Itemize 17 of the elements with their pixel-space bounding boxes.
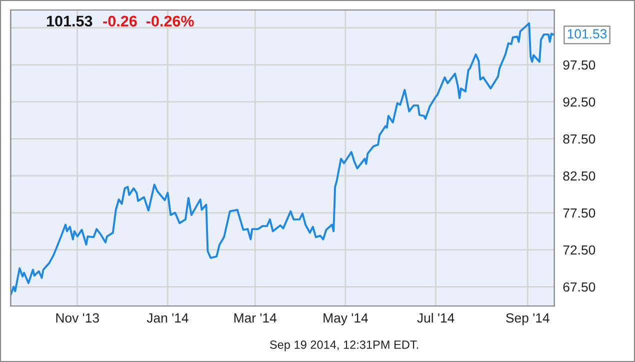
x-tick-label: Sep '14 (506, 313, 550, 326)
x-tick-label: Nov '13 (56, 313, 99, 323)
y-tick-label: 82.50 (563, 171, 596, 181)
x-tick-label: Mar '14 (234, 313, 277, 323)
x-tick-label: May '14 (324, 313, 368, 326)
y-tick-label: 97.50 (563, 60, 596, 70)
y-tick-label: 87.50 (563, 134, 596, 144)
y-tick-label: 77.50 (563, 208, 596, 218)
x-tick-label: Jan '14 (146, 313, 188, 323)
annotation: 101.53 (568, 29, 607, 38)
y-tick-label: 72.50 (563, 245, 596, 255)
text: Sep 19 2014, 12:31PM EDT. (270, 340, 418, 352)
chart-subtitle: -0.26 -0.26% (103, 16, 194, 27)
chart-title: 101.53 (46, 16, 92, 27)
y-tick-label: 67.50 (563, 282, 596, 292)
y-tick-label: 92.50 (563, 97, 596, 107)
x-tick-label: Jul '14 (417, 312, 454, 323)
